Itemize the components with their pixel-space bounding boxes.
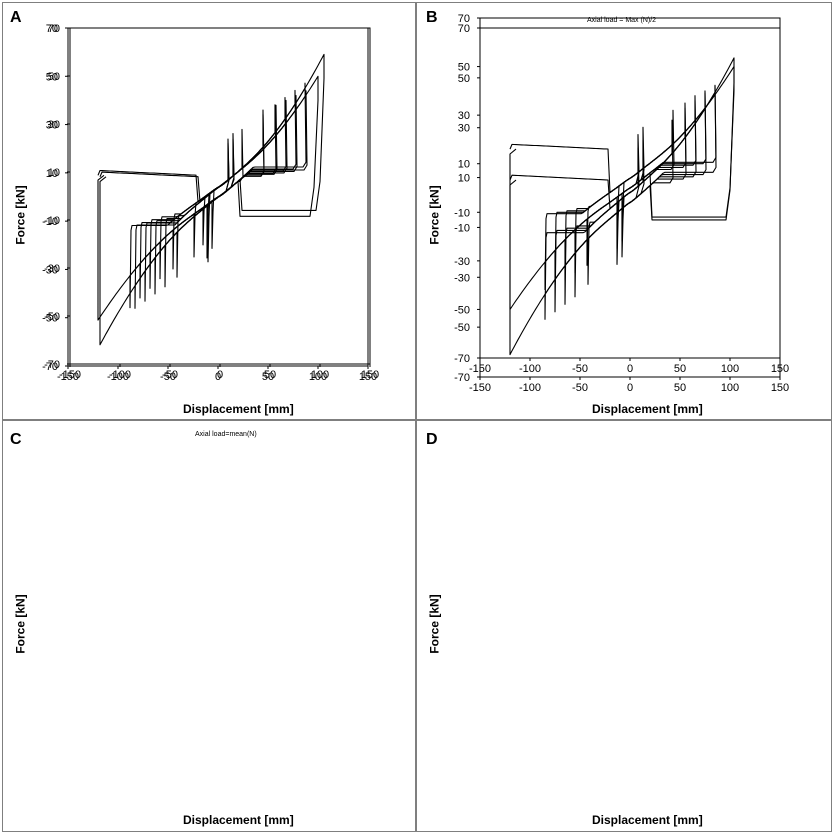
- x-tick-label: 150: [771, 363, 789, 375]
- y-tick-label: -70: [454, 372, 470, 384]
- y-tick-label: -50: [454, 304, 470, 316]
- panel-c-annotation: Axial load=mean(N): [195, 431, 257, 438]
- y-tick-label: -10: [44, 215, 60, 227]
- hysteresis-cycle: [134, 82, 307, 309]
- y-tick-label: 10: [46, 168, 58, 180]
- y-tick-label: 10: [48, 167, 60, 179]
- x-tick-label: -100: [109, 369, 131, 381]
- y-tick-label: 70: [48, 23, 60, 35]
- y-tick-label: -10: [454, 222, 470, 234]
- x-tick-label: 50: [262, 371, 274, 383]
- y-tick-label: -30: [44, 263, 60, 275]
- chart-panel-d: D -150 -100 -50 0 50 100 150 -70 -50 -30 -10 10 30 50…: [416, 13, 832, 832]
- y-tick-label: -50: [454, 322, 470, 334]
- y-tick-label: -10: [454, 207, 470, 219]
- y-tick-label: 30: [48, 119, 60, 131]
- y-tick-label: -30: [454, 272, 470, 284]
- x-tick-label: 0: [627, 363, 633, 375]
- x-tick-label: 50: [674, 382, 686, 394]
- y-tick-label: 30: [46, 120, 58, 132]
- x-tick-label: 0: [215, 371, 221, 383]
- chart-plot-c: -150 -100 -50 0 50 100 150 -70 -50 -30 -10 10 30 50 70: [44, 23, 379, 381]
- x-tick-label: 50: [674, 363, 686, 375]
- x-tick-label: 150: [771, 382, 789, 394]
- x-tick-label: -150: [57, 371, 79, 383]
- x-tick-label: -50: [162, 369, 178, 381]
- hysteresis-cycle: [207, 138, 230, 263]
- chart-panel-c: C Axial load=mean(N) -150 -100 -50 0 50 100 15…: [2, 23, 416, 832]
- panel-label-b: B: [426, 9, 438, 26]
- y-axis-title-b: Force [kN]: [427, 185, 442, 245]
- x-tick-label: -50: [572, 363, 588, 375]
- x-tick-label: -150: [469, 382, 491, 394]
- y-tick-label: -70: [42, 361, 58, 373]
- chart-panel-b: B Axial load = Max (N)/2 -150 -100 -50 0 50 1…: [416, 2, 832, 420]
- x-tick-label: -100: [107, 371, 129, 383]
- y-tick-label: 50: [48, 71, 60, 83]
- x-tick-label: 100: [721, 382, 739, 394]
- y-tick-label: 30: [458, 110, 470, 122]
- y-tick-label: 10: [458, 159, 470, 171]
- y-tick-label: 10: [458, 173, 470, 185]
- x-tick-label: -50: [572, 382, 588, 394]
- x-tick-label: 100: [309, 371, 327, 383]
- hysteresis-cycle: [129, 90, 308, 309]
- hysteresis-cycle: [193, 128, 244, 258]
- chart-panel-a: A -150 -100 -50 0 50 100 150 -70 -50 -30 -10 10 30 50…: [2, 2, 416, 420]
- y-tick-label: -30: [454, 256, 470, 268]
- panel-label-a: A: [10, 9, 22, 26]
- y-axis-title-a: Force [kN]: [13, 185, 28, 245]
- y-tick-label: 50: [46, 71, 58, 83]
- panel-label-c: C: [10, 431, 22, 448]
- x-tick-label: 50: [264, 369, 276, 381]
- y-tick-label: 30: [458, 123, 470, 135]
- x-tick-label: 0: [217, 369, 223, 381]
- hysteresis-cycle: [544, 85, 717, 291]
- y-tick-label: -30: [42, 264, 58, 276]
- x-axis-title-a: Displacement [mm]: [183, 402, 294, 416]
- x-axis-title-b: Displacement [mm]: [592, 402, 703, 416]
- x-tick-label: -150: [59, 369, 81, 381]
- y-tick-label: 50: [458, 73, 470, 85]
- y-axis-title-d: Force [kN]: [427, 594, 442, 654]
- y-tick-label: -70: [454, 353, 470, 365]
- panel-b-annotation: Axial load = Max (N)/2: [587, 17, 657, 24]
- hysteresis-cycle: [544, 84, 717, 320]
- x-tick-label: 0: [627, 382, 633, 394]
- x-tick-label: -100: [519, 363, 541, 375]
- chart-plot-a: -150 -100 -50 0 50 100 150 -70 -50 -30 -10 10 30 50 70: [42, 23, 377, 383]
- x-tick-label: 150: [359, 371, 377, 383]
- x-tick-label: -150: [469, 363, 491, 375]
- x-tick-label: -100: [519, 382, 541, 394]
- y-tick-label: 70: [46, 23, 58, 35]
- y-axis-title-c: Force [kN]: [13, 594, 28, 654]
- chart-plot-d: -150 -100 -50 0 50 100 150 -70 -50 -30 -10 10 30 50 70: [454, 13, 789, 375]
- x-axis-title-c: Displacement [mm]: [183, 813, 294, 827]
- y-tick-label: 50: [458, 62, 470, 74]
- y-tick-label: -10: [42, 216, 58, 228]
- x-tick-label: 100: [311, 369, 329, 381]
- hysteresis-cycle: [172, 109, 265, 270]
- y-tick-label: -50: [42, 313, 58, 325]
- y-tick-label: -70: [44, 359, 60, 371]
- hysteresis-cycle: [149, 99, 288, 289]
- y-tick-label: 70: [458, 23, 470, 35]
- x-tick-label: 150: [361, 369, 379, 381]
- y-tick-label: 70: [458, 13, 470, 25]
- y-tick-label: -50: [44, 311, 60, 323]
- panel-label-d: D: [426, 431, 438, 448]
- x-tick-label: -50: [160, 371, 176, 383]
- x-axis-title-d: Displacement [mm]: [592, 813, 703, 827]
- x-tick-label: 100: [721, 363, 739, 375]
